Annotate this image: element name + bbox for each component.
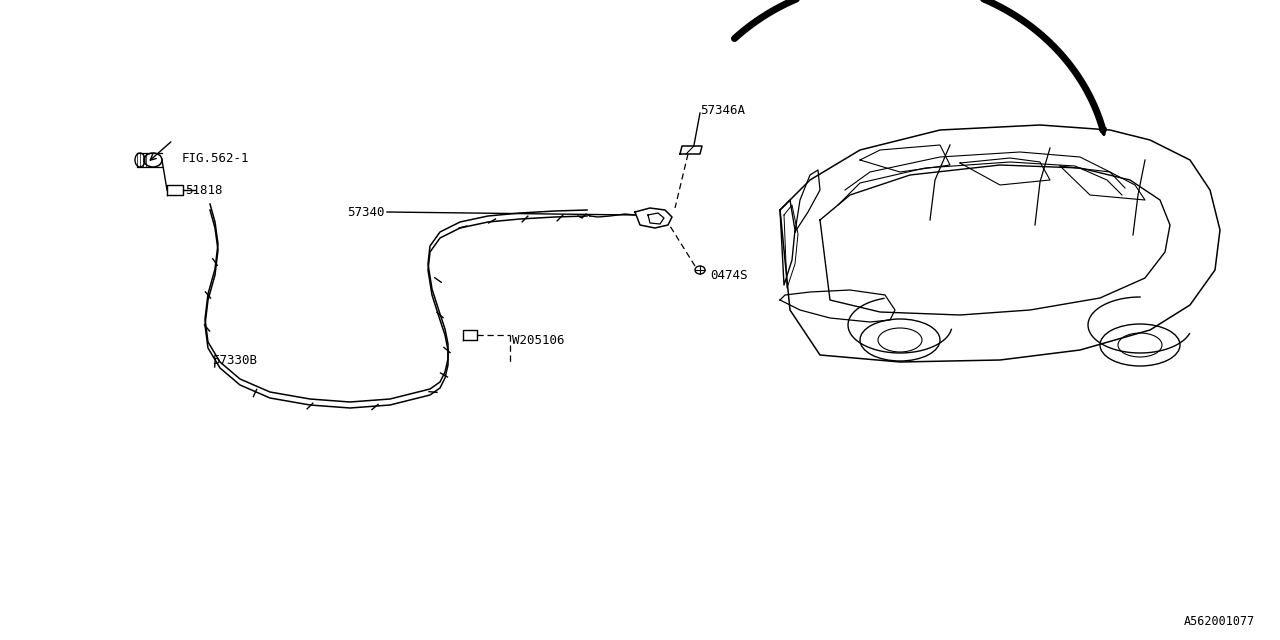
Text: 57346A: 57346A <box>700 104 745 116</box>
Text: 51818: 51818 <box>186 184 223 196</box>
Text: 57340: 57340 <box>347 205 385 218</box>
Text: 0474S: 0474S <box>710 269 748 282</box>
Text: 57330B: 57330B <box>212 353 257 367</box>
Text: FIG.562-1: FIG.562-1 <box>182 152 250 164</box>
Text: W205106: W205106 <box>512 333 564 346</box>
Text: A562001077: A562001077 <box>1184 615 1254 628</box>
